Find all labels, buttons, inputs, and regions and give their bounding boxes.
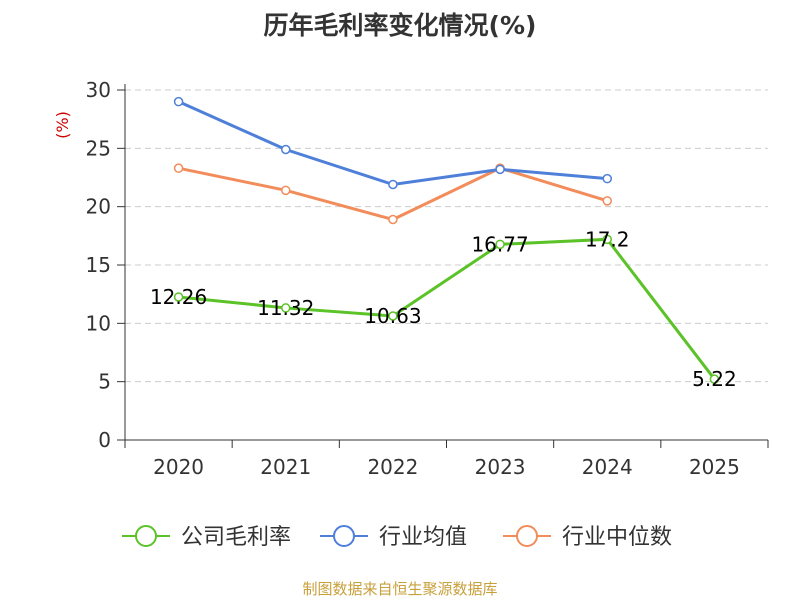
y-tick-label: 25 <box>86 136 111 160</box>
chart-title: 历年毛利率变化情况(%) <box>263 11 537 40</box>
series-line <box>178 237 716 381</box>
data-label: 17.2 <box>585 227 630 251</box>
y-tick-label: 10 <box>86 311 111 335</box>
series-line <box>178 166 608 222</box>
data-label: 11.32 <box>257 296 314 320</box>
data-point <box>388 214 398 225</box>
x-tick-label: 2020 <box>153 455 204 479</box>
data-point <box>388 179 398 190</box>
data-point <box>495 164 505 175</box>
y-unit-label: (%) <box>53 111 72 139</box>
data-point <box>495 239 505 250</box>
data-label: 12.26 <box>150 285 207 309</box>
y-tick-label: 15 <box>86 253 111 277</box>
legend-marker <box>333 525 355 547</box>
legend-label: 公司毛利率 <box>181 525 291 550</box>
data-point <box>281 303 291 313</box>
data-label: 5.22 <box>692 367 737 391</box>
y-tick-label: 0 <box>98 428 111 452</box>
data-label: 16.77 <box>471 232 528 256</box>
x-tick-label: 2021 <box>260 455 311 479</box>
data-point <box>602 196 612 206</box>
legend-marker <box>135 525 157 547</box>
y-tick-label: 20 <box>86 195 111 219</box>
data-point <box>388 311 398 321</box>
data-point <box>281 144 291 155</box>
x-tick-label: 2023 <box>475 455 526 479</box>
source-note: 制图数据来自恒生聚源数据库 <box>302 580 498 598</box>
data-point <box>602 234 612 245</box>
data-point <box>281 185 291 196</box>
legend-marker <box>516 525 538 547</box>
series-line <box>177 100 608 187</box>
x-tick-label: 2022 <box>367 455 418 479</box>
data-point <box>173 163 184 173</box>
legend-label: 行业均值 <box>379 525 467 550</box>
data-point <box>709 374 720 384</box>
data-label: 10.63 <box>364 304 421 328</box>
x-tick-label: 2025 <box>689 455 740 479</box>
legend-label: 行业中位数 <box>562 525 672 550</box>
x-tick-label: 2024 <box>582 455 633 479</box>
data-point <box>602 173 612 184</box>
y-tick-label: 5 <box>98 370 111 394</box>
y-tick-label: 30 <box>86 78 111 102</box>
data-point <box>173 96 184 107</box>
data-point <box>173 292 184 302</box>
